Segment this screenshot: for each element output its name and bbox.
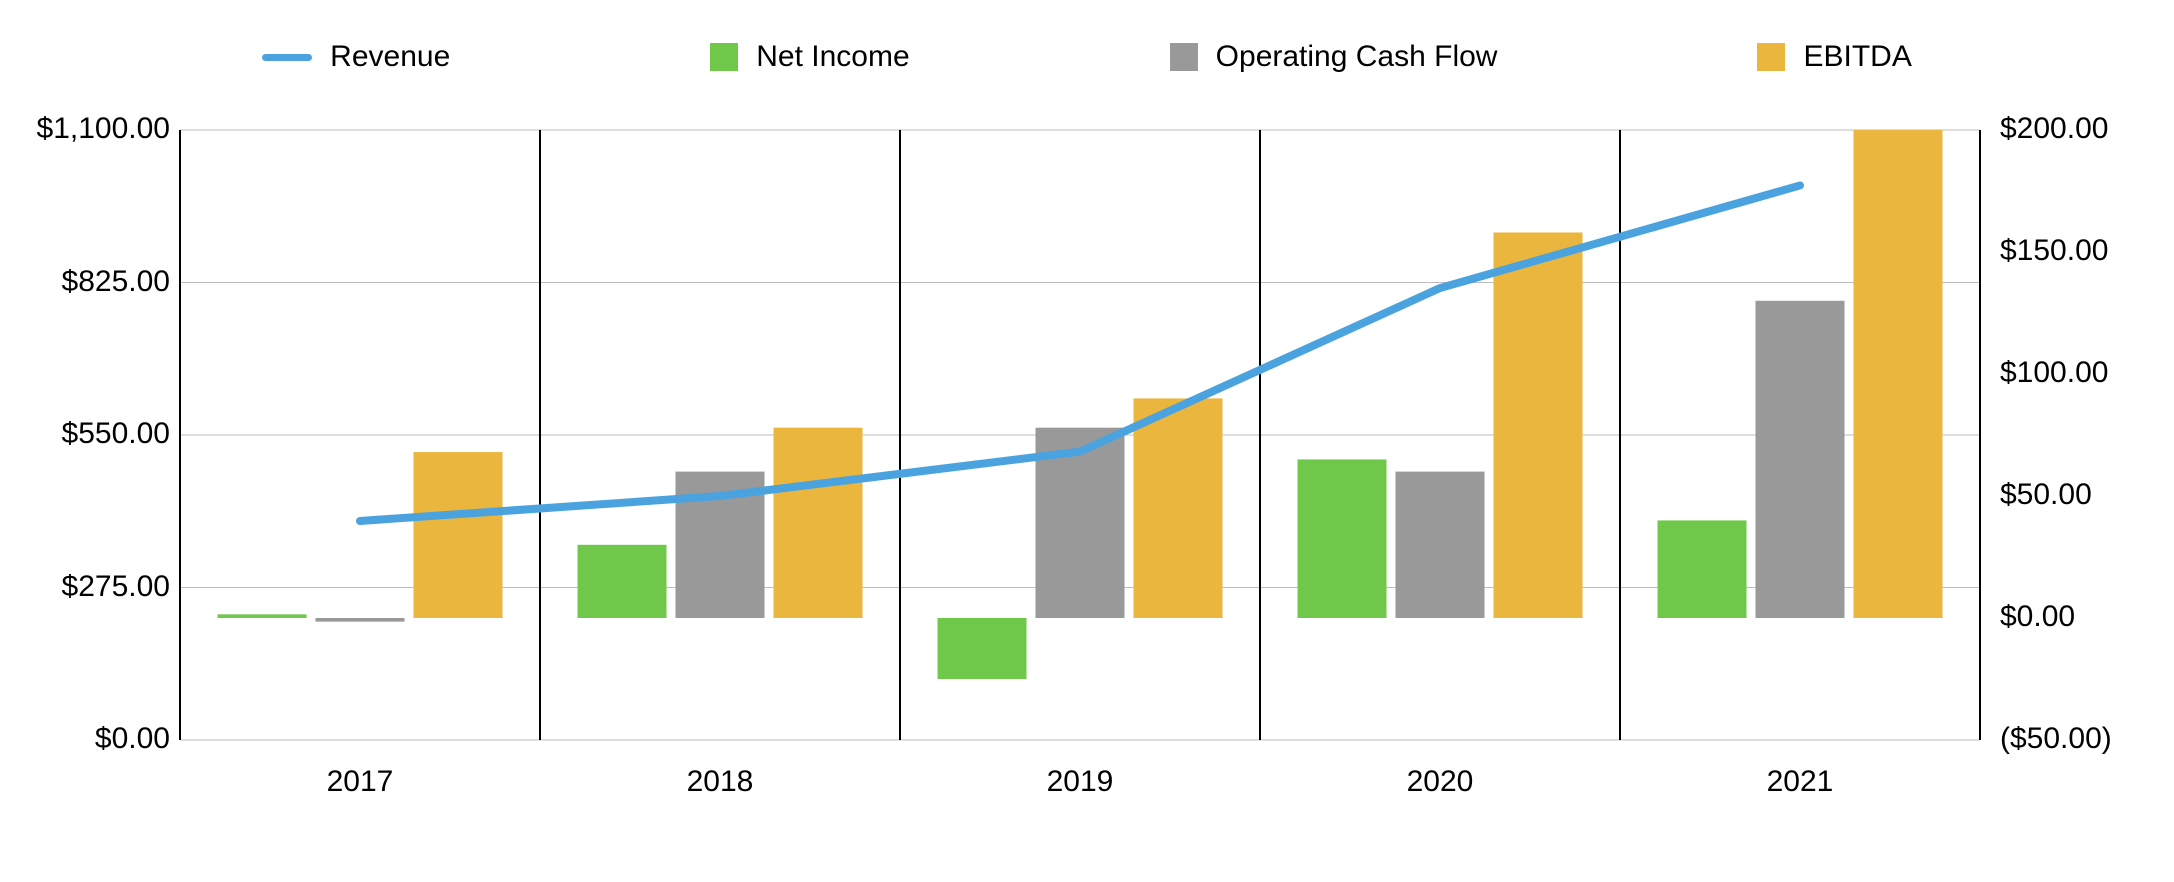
y-left-tick-label: $0.00 (20, 722, 170, 756)
bar-ocf (1396, 472, 1485, 618)
y-right-tick-label: $100.00 (2000, 356, 2108, 390)
bar-ocf (316, 618, 405, 622)
bar-ebitda (774, 428, 863, 618)
x-tick-label: 2018 (687, 765, 754, 799)
x-tick-label: 2020 (1407, 765, 1474, 799)
bar-ebitda (1854, 130, 1943, 618)
y-left-tick-label: $550.00 (20, 417, 170, 451)
y-right-tick-label: $150.00 (2000, 234, 2108, 268)
bar-net_income (218, 614, 307, 618)
chart-container: Revenue Net Income Operating Cash Flow E… (0, 0, 2174, 882)
bar-ocf (1756, 301, 1845, 618)
bar-net_income (1658, 520, 1747, 618)
bar-ebitda (1494, 232, 1583, 618)
plot-area (0, 0, 2174, 882)
y-right-tick-label: ($50.00) (2000, 722, 2112, 756)
y-right-tick-label: $50.00 (2000, 478, 2092, 512)
y-left-tick-label: $1,100.00 (20, 112, 170, 146)
y-right-tick-label: $0.00 (2000, 600, 2075, 634)
x-tick-label: 2017 (327, 765, 394, 799)
x-tick-label: 2021 (1767, 765, 1834, 799)
x-tick-label: 2019 (1047, 765, 1114, 799)
bar-net_income (578, 545, 667, 618)
bar-ebitda (1134, 398, 1223, 618)
bar-ebitda (414, 452, 503, 618)
bar-net_income (938, 618, 1027, 679)
y-left-tick-label: $825.00 (20, 265, 170, 299)
bar-net_income (1298, 459, 1387, 618)
y-left-tick-label: $275.00 (20, 570, 170, 604)
y-right-tick-label: $200.00 (2000, 112, 2108, 146)
